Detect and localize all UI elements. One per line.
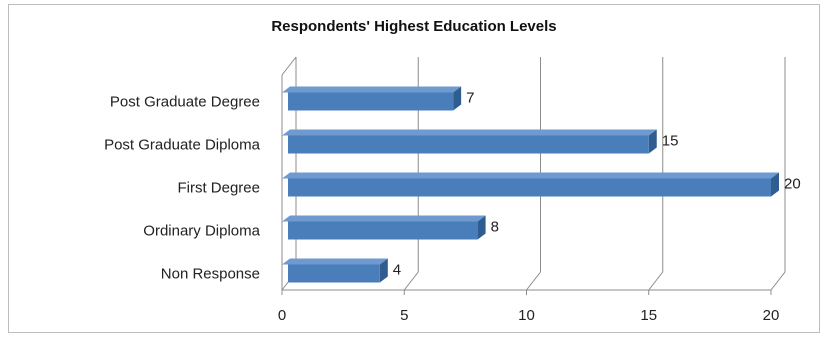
x-tick-label: 10	[518, 307, 535, 324]
bar-end-face	[648, 129, 657, 154]
category-label: Post Graduate Diploma	[104, 137, 261, 154]
y-axis-depth-line	[281, 56, 297, 76]
data-label: 20	[784, 176, 801, 193]
grid-depth-line	[648, 271, 664, 291]
bar-end-face	[379, 258, 388, 283]
x-tick-label: 20	[763, 307, 780, 324]
bar-top-face	[282, 172, 779, 179]
bar-top-face	[282, 215, 486, 222]
x-tick-label: 15	[640, 307, 657, 324]
category-label: Non Response	[161, 266, 260, 283]
bar	[288, 92, 454, 111]
bar-end-face	[477, 215, 486, 240]
grid-depth-line	[403, 271, 419, 291]
bar-top-face	[282, 86, 462, 93]
bar	[288, 178, 771, 197]
grid-depth-line	[770, 271, 786, 291]
bar-top-face	[282, 129, 657, 136]
bar-end-face	[771, 172, 779, 197]
bar	[288, 264, 380, 283]
category-label: Post Graduate Degree	[110, 94, 260, 111]
x-tick-label: 5	[400, 307, 408, 324]
bar-top-face	[282, 258, 388, 265]
x-tick-label: 0	[278, 307, 286, 324]
bar-end-face	[453, 86, 462, 111]
data-label: 15	[662, 133, 679, 150]
grid-depth-line	[526, 271, 541, 291]
bar	[288, 221, 478, 240]
bar	[288, 135, 649, 154]
data-label: 4	[393, 262, 401, 279]
category-label: First Degree	[177, 180, 260, 197]
data-label: 8	[491, 219, 499, 236]
category-label: Ordinary Diploma	[143, 223, 260, 240]
data-label: 7	[466, 90, 474, 107]
chart-title: Respondents' Highest Education Levels	[271, 18, 557, 35]
